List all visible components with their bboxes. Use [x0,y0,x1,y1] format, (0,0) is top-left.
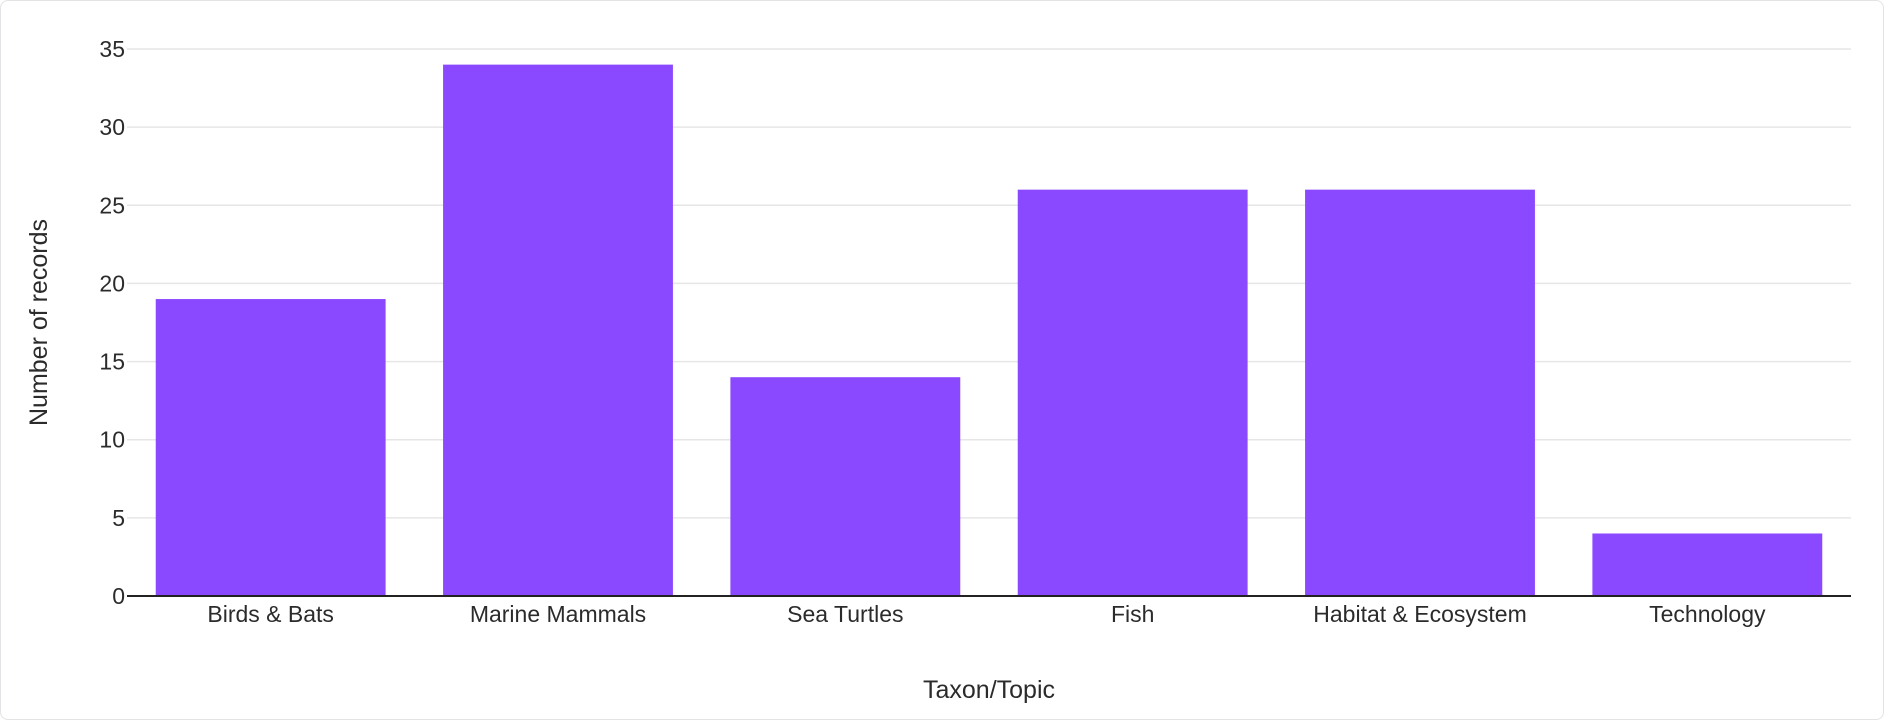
bars [155,64,1823,597]
y-tick-label: 20 [99,270,125,296]
y-tick-label: 0 [112,583,125,609]
y-tick-label: 5 [112,505,125,531]
x-axis-ticks: Birds & Bats Marine Mammals Sea Turtles Fis… [207,601,1766,627]
y-tick-label: 35 [99,36,125,62]
bar [155,299,386,596]
x-tick-label: Birds & Bats [207,601,334,627]
bar [1592,533,1823,596]
bar [443,64,673,597]
x-tick-label: Marine Mammals [470,601,646,627]
gridlines [127,48,1851,519]
x-tick-label: Habitat & Ecosystem [1313,601,1526,627]
y-tick-label: 15 [99,349,125,375]
x-tick-label: Sea Turtles [787,601,903,627]
y-axis-title: Number of records [25,219,53,426]
bar [1017,189,1248,596]
y-tick-label: 10 [99,427,125,453]
y-tick-label: 25 [99,192,125,218]
y-axis-ticks: 0 5 10 15 20 25 30 35 [99,36,125,609]
x-tick-label: Technology [1649,601,1766,627]
x-axis-title: Taxon/Topic [923,676,1055,704]
bar [1305,189,1535,596]
bar [730,377,961,596]
x-tick-label: Fish [1111,601,1154,627]
y-tick-label: 30 [99,114,125,140]
